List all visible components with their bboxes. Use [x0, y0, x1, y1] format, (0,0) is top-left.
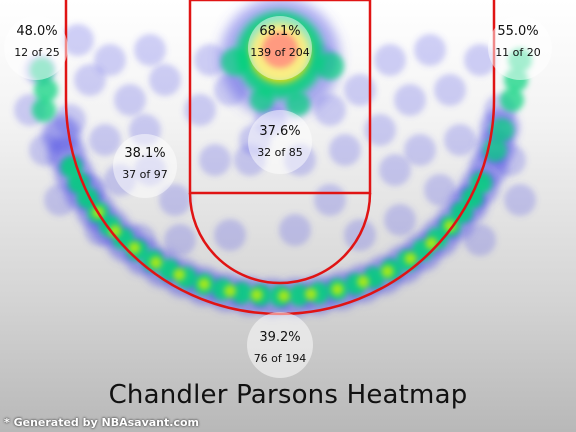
chart-title: Chandler Parsons Heatmap	[108, 380, 468, 410]
lane-heat	[250, 88, 274, 112]
zone-label-right-corner: 55.0% 11 of 20	[463, 24, 573, 60]
zone-bubbles	[4, 16, 552, 378]
shot-density-spot	[199, 144, 231, 176]
shot-density-spot	[194, 44, 226, 76]
shot-density-spot	[89, 124, 121, 156]
zone-label-restricted-area: 68.1% 139 of 204	[225, 24, 335, 60]
shot-density-spot	[424, 174, 456, 206]
three-arc-hot	[357, 275, 370, 288]
shot-density-spot	[444, 124, 476, 156]
lane-heat	[286, 92, 310, 116]
zone-label-left-corner: 48.0% 12 of 25	[0, 24, 92, 60]
shot-density-spot	[379, 154, 411, 186]
shot-density-spot	[464, 44, 496, 76]
shot-density-spot	[414, 34, 446, 66]
shot-density-spot	[404, 134, 436, 166]
three-arc-hot	[224, 284, 237, 297]
corner-heat	[490, 118, 514, 142]
shot-density-spot	[279, 214, 311, 246]
zone-bubble	[113, 134, 177, 198]
paint-lane	[188, 0, 372, 195]
corner-heat	[34, 78, 58, 102]
shot-density-spot	[74, 64, 106, 96]
zone-pct: 55.0%	[497, 24, 539, 39]
zone-count: 12 of 25	[14, 46, 60, 59]
shot-density-spot	[464, 224, 496, 256]
shot-density-spot	[434, 74, 466, 106]
shot-density-spot	[384, 204, 416, 236]
shot-density-spot	[62, 24, 94, 56]
shot-density-spot	[344, 74, 376, 106]
zone-count: 32 of 85	[257, 146, 303, 159]
zone-label-top-three: 39.2% 76 of 194	[225, 330, 335, 366]
corner-heat	[500, 88, 524, 112]
three-arc-hot	[304, 288, 317, 301]
three-arc-hot	[404, 252, 417, 265]
shot-density-spot	[164, 224, 196, 256]
shot-density-spot	[504, 184, 536, 216]
three-arc-hot	[149, 256, 162, 269]
shot-density-spot	[214, 219, 246, 251]
three-arc-hot	[444, 219, 457, 232]
rim-side-heat	[316, 52, 344, 80]
zone-bubble	[248, 110, 312, 174]
zone-bubble	[4, 16, 68, 80]
zone-pct: 48.0%	[16, 24, 58, 39]
zone-count: 76 of 194	[253, 352, 307, 365]
zone-label-paint: 37.6% 32 of 85	[225, 124, 335, 160]
zone-count: 11 of 20	[495, 46, 541, 59]
shot-density-spot	[364, 114, 396, 146]
shot-density-spot	[159, 184, 191, 216]
zone-bubble	[247, 312, 313, 378]
three-arc-hot	[198, 278, 211, 291]
credit-text: * Generated by NBAsavant.com	[4, 416, 199, 429]
zone-pct: 38.1%	[124, 146, 166, 161]
shot-density-spot	[114, 84, 146, 116]
shot-density-spot	[134, 34, 166, 66]
shot-density-spot	[184, 94, 216, 126]
three-arc-core	[230, 282, 253, 305]
three-arc-hot	[250, 288, 263, 301]
zone-pct: 39.2%	[259, 330, 301, 345]
zone-count: 139 of 204	[250, 46, 310, 59]
zone-count: 37 of 97	[122, 168, 168, 181]
zone-pct: 37.6%	[259, 124, 301, 139]
zone-bubble	[488, 16, 552, 80]
zone-pct: 68.1%	[259, 24, 301, 39]
free-throw-circle	[188, 192, 372, 285]
three-arc-core	[60, 156, 83, 179]
zone-label-left-mid: 38.1% 37 of 97	[90, 146, 200, 182]
three-arc-hot	[381, 265, 394, 278]
shot-density-spot	[94, 44, 126, 76]
shot-density-spot	[374, 44, 406, 76]
three-arc-hot	[128, 241, 141, 254]
corner-heat	[32, 98, 56, 122]
three-arc-hot	[277, 289, 290, 302]
shot-density-spot	[314, 184, 346, 216]
three-arc-hot	[173, 268, 186, 281]
rim-side-heat	[221, 48, 249, 76]
shot-density-spot	[394, 84, 426, 116]
three-arc-core	[288, 284, 311, 307]
shot-density-spot	[314, 94, 346, 126]
shot-density-spot	[149, 64, 181, 96]
zone-bubble	[248, 16, 312, 80]
three-arc-hot	[331, 283, 344, 296]
shot-density-spot	[329, 134, 361, 166]
